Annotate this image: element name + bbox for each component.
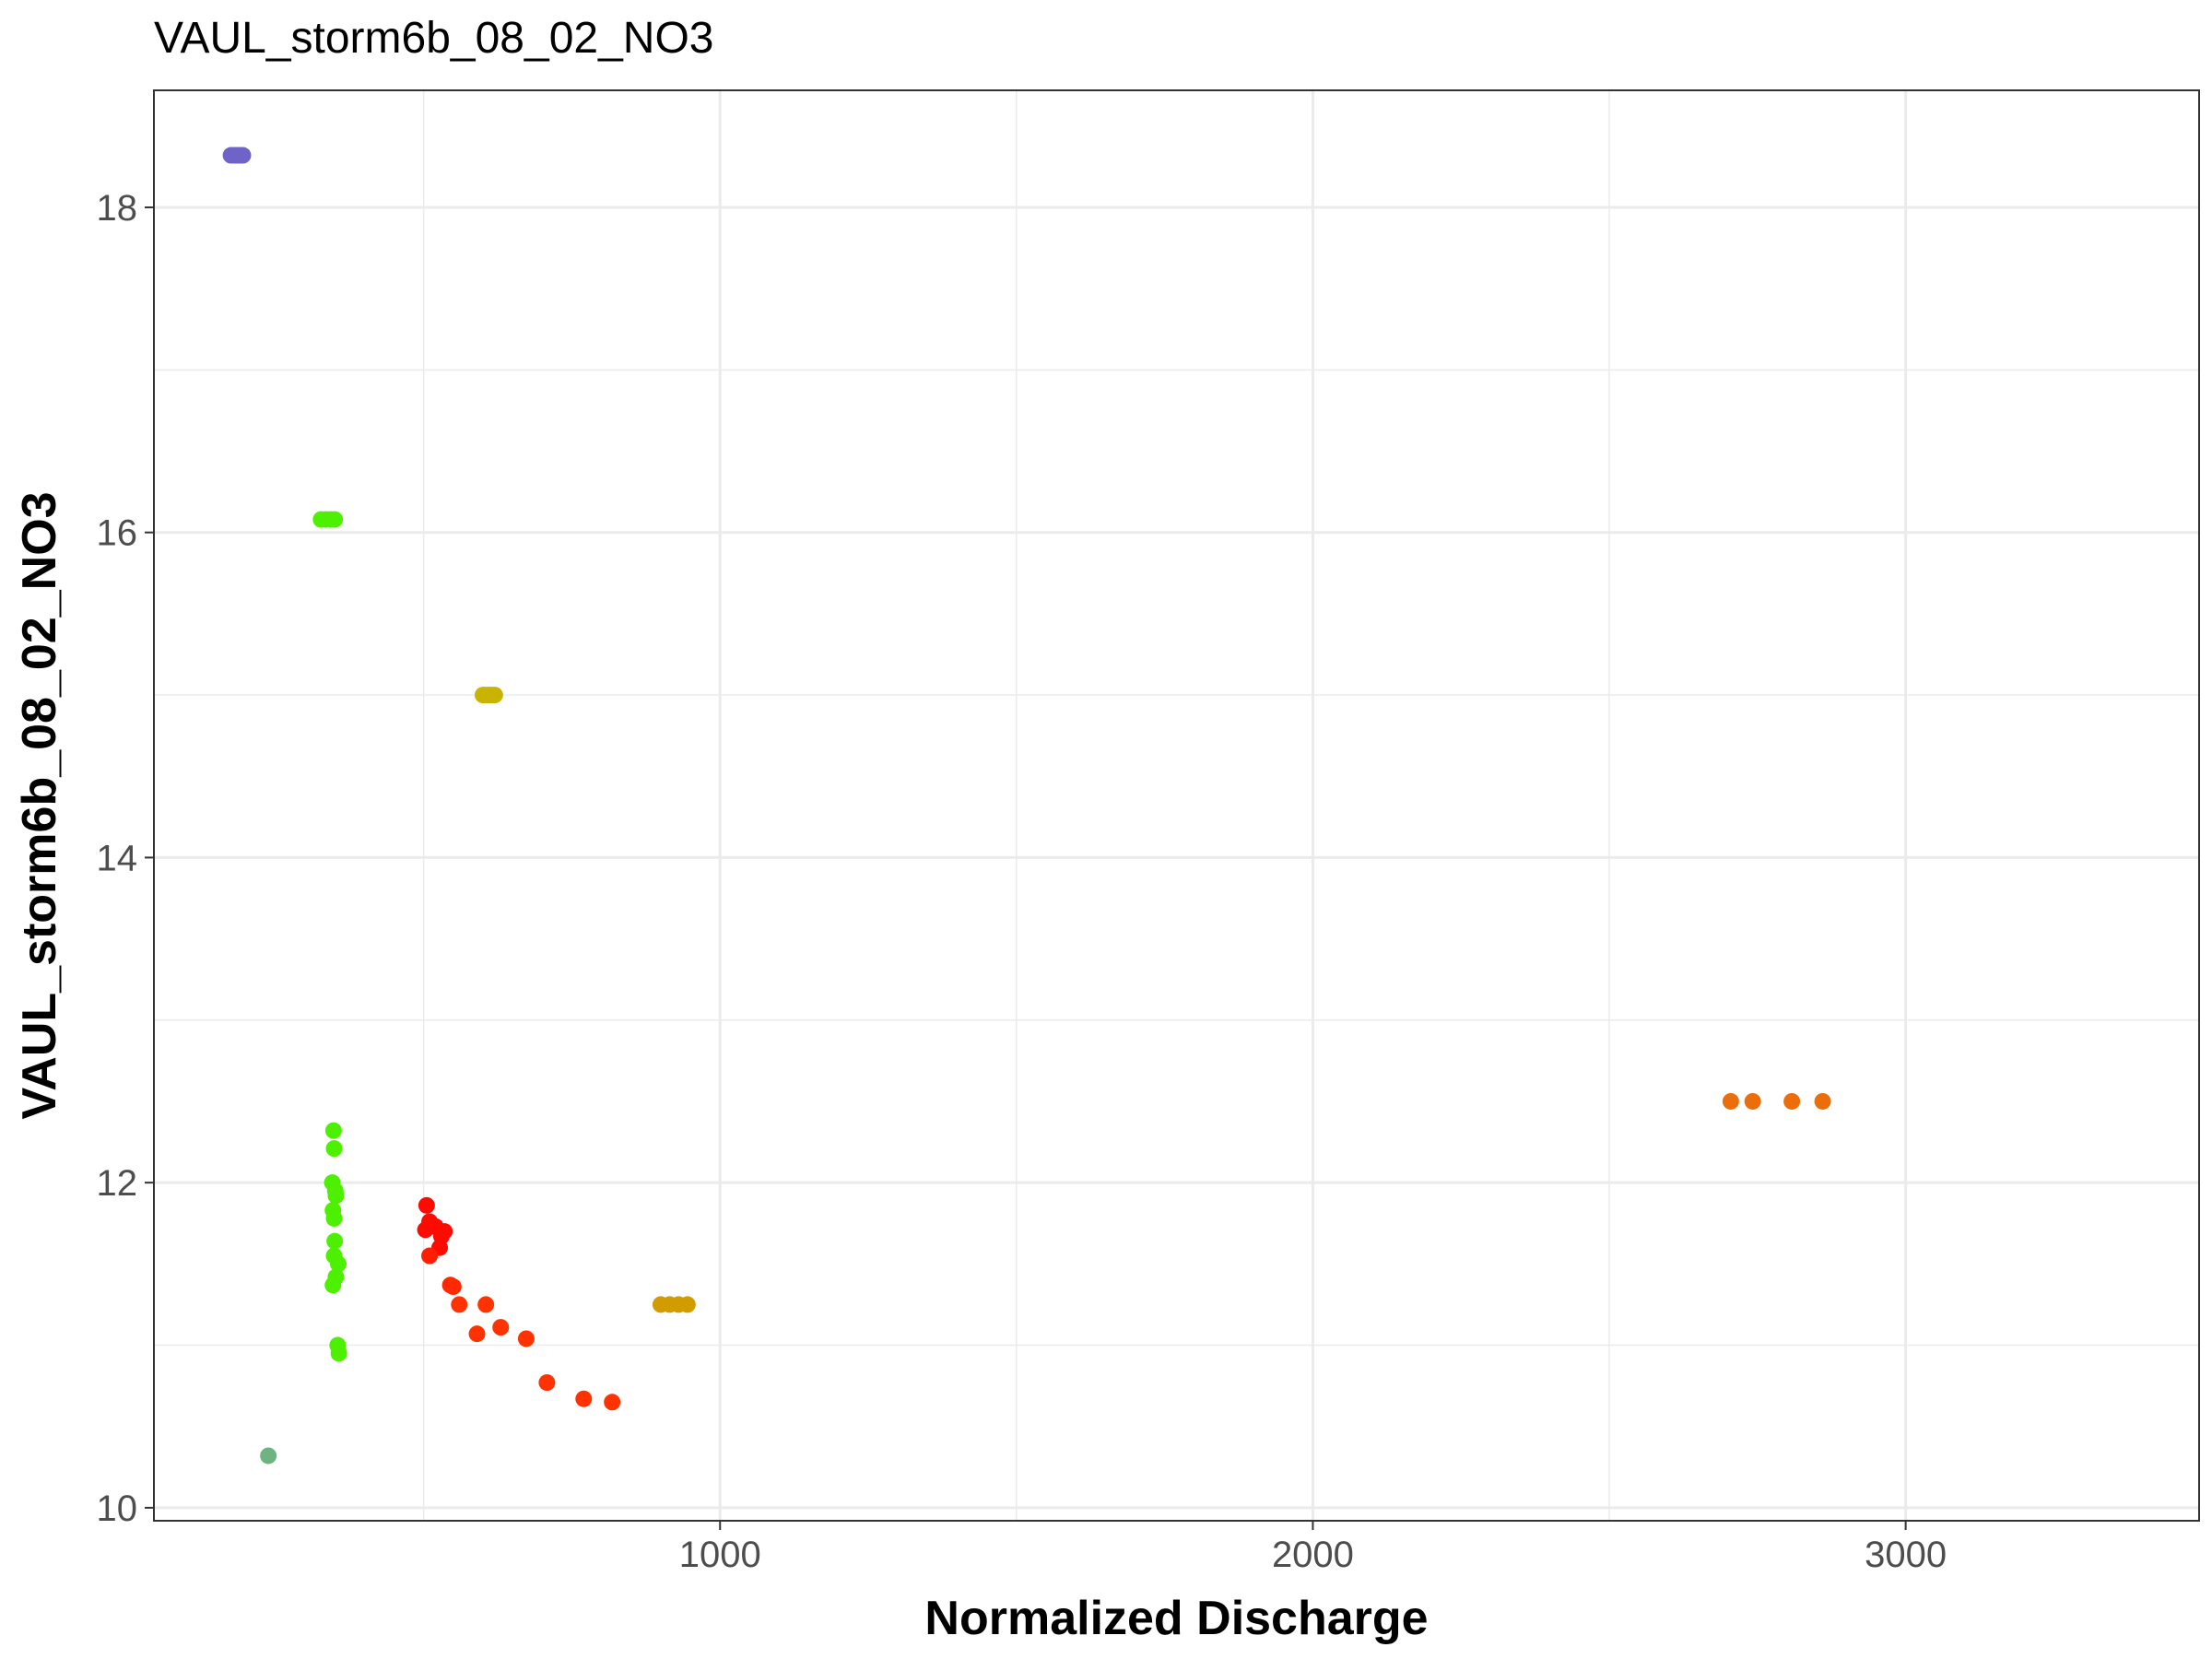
plot-panel-border — [153, 89, 2200, 1522]
data-point — [326, 511, 344, 528]
data-points — [222, 147, 1831, 1465]
data-point — [325, 1140, 343, 1158]
tick-labels: 1000 2000 3000 10 12 14 16 18 — [97, 188, 1947, 1575]
data-point — [538, 1374, 556, 1392]
data-point — [492, 1319, 510, 1336]
chart-title: VAUL_storm6b_08_02_NO3 — [154, 14, 714, 63]
data-point — [327, 1187, 345, 1205]
y-tick-label: 16 — [97, 513, 138, 554]
y-tick-label: 14 — [97, 838, 138, 878]
data-point — [421, 1247, 439, 1265]
data-point — [604, 1394, 621, 1411]
y-tick-label: 18 — [97, 188, 138, 229]
x-axis-title: Normalized Discharge — [924, 1592, 1428, 1645]
data-point — [325, 1209, 343, 1227]
data-point — [678, 1296, 696, 1313]
data-point — [486, 687, 503, 704]
data-point — [1744, 1092, 1761, 1110]
y-axis-title: VAUL_storm6b_08_02_NO3 — [13, 491, 66, 1119]
data-point — [260, 1447, 277, 1465]
data-point — [444, 1278, 462, 1296]
data-point — [330, 1255, 347, 1273]
y-tick-label: 10 — [97, 1488, 138, 1529]
major-gridlines — [154, 90, 2199, 1521]
data-point — [418, 1196, 435, 1214]
y-tick-label: 12 — [97, 1163, 138, 1204]
data-point — [517, 1330, 535, 1347]
data-point — [234, 147, 252, 164]
data-point — [477, 1296, 495, 1313]
data-point — [468, 1325, 486, 1343]
axis-ticks — [145, 206, 1907, 1530]
minor-gridlines — [154, 90, 2199, 1521]
data-point — [324, 1277, 342, 1294]
data-point — [1783, 1092, 1801, 1110]
data-point — [451, 1296, 468, 1313]
data-point — [1722, 1092, 1739, 1110]
x-tick-label: 2000 — [1272, 1535, 1354, 1575]
data-point — [330, 1345, 347, 1362]
data-point — [575, 1390, 593, 1407]
data-point — [326, 1232, 344, 1250]
data-point — [1814, 1092, 1831, 1110]
data-point — [324, 1122, 342, 1139]
x-tick-label: 3000 — [1865, 1535, 1947, 1575]
x-tick-label: 1000 — [679, 1535, 761, 1575]
